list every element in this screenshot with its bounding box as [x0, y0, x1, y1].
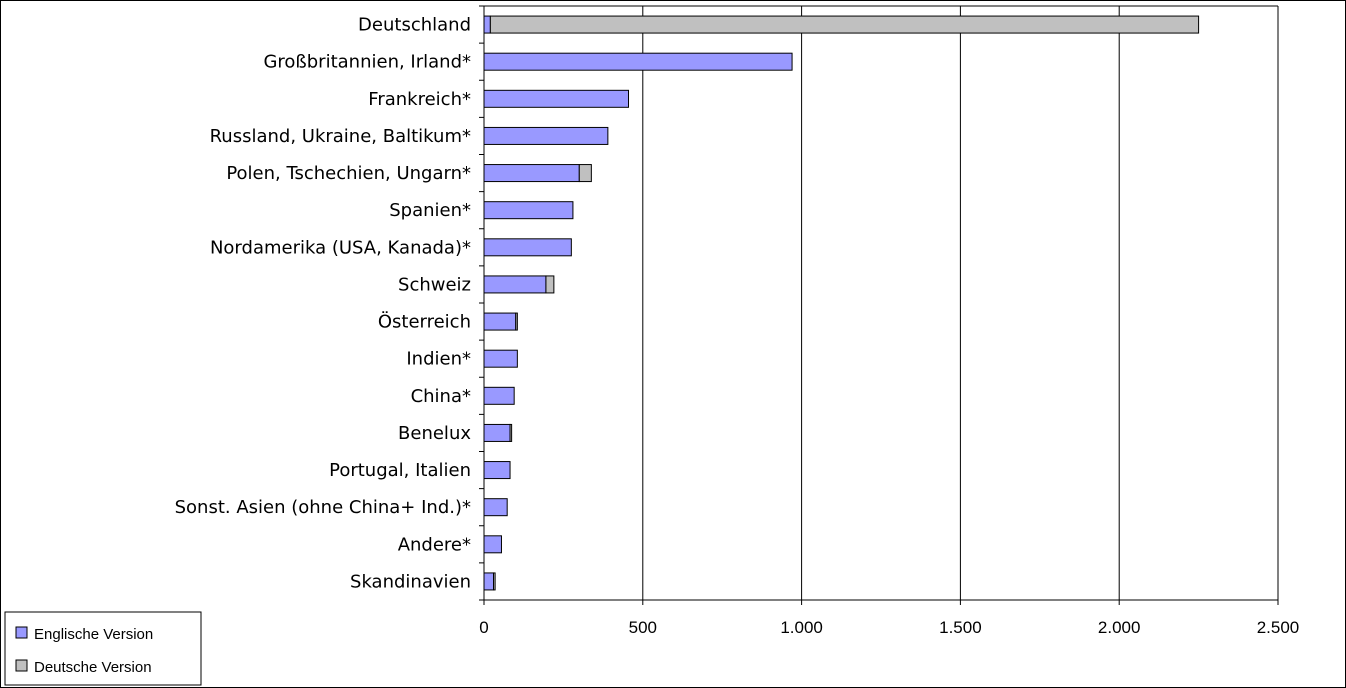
bar-englische: [483, 461, 511, 480]
bar-englische: [483, 164, 580, 183]
bar-deutsche: [509, 423, 513, 442]
legend: Englische Version Deutsche Version: [4, 611, 202, 686]
x-tick-label: 500: [629, 618, 657, 637]
category-label: Spanien*: [389, 200, 471, 221]
bar-englische: [483, 423, 511, 442]
category-label: Schweiz: [398, 274, 471, 295]
category-label: Portugal, Italien: [329, 460, 471, 481]
x-tick-label: 1.000: [780, 618, 823, 637]
bar-deutsche: [515, 312, 518, 331]
x-tick-label: 2.000: [1098, 618, 1141, 637]
bars: [483, 15, 1200, 591]
legend-swatch-deutsche: [15, 659, 28, 672]
bar-englische: [483, 201, 574, 220]
bar-englische: [483, 238, 572, 257]
bar-deutsche: [545, 275, 555, 294]
bar-englische: [483, 349, 518, 368]
category-label: Österreich: [378, 311, 471, 333]
bar-deutsche: [493, 572, 496, 591]
category-label: Sonst. Asien (ohne China+ Ind.)*: [175, 497, 471, 518]
x-tick-label: 1.500: [939, 618, 982, 637]
legend-label-deutsche: Deutsche Version: [34, 659, 152, 676]
category-label: Großbritannien, Irland*: [263, 52, 471, 73]
category-label: Indien*: [406, 349, 471, 370]
bar-englische: [483, 312, 517, 331]
bar-englische: [483, 275, 547, 294]
x-tick-label: 0: [479, 618, 488, 637]
x-tick-label: 2.500: [1257, 618, 1300, 637]
bar-deutsche: [489, 15, 1200, 34]
category-label: Benelux: [398, 423, 471, 444]
bar-englische: [483, 89, 630, 108]
legend-box: [4, 611, 202, 686]
bar-englische: [483, 498, 508, 517]
category-label: Polen, Tschechien, Ungarn*: [226, 163, 471, 184]
legend-swatch-englische: [15, 626, 28, 639]
bar-englische: [483, 535, 502, 554]
bar-englische: [483, 15, 491, 34]
category-label: Deutschland: [358, 15, 471, 36]
bar-englische: [483, 572, 495, 591]
category-label: Andere*: [398, 534, 471, 555]
category-label: Nordamerika (USA, Kanada)*: [210, 237, 471, 258]
category-label: Frankreich*: [368, 89, 471, 110]
bar-deutsche: [578, 164, 592, 183]
category-label: China*: [411, 386, 471, 407]
category-label: Russland, Ukraine, Baltikum*: [210, 126, 471, 147]
bar-englische: [483, 52, 793, 71]
legend-label-englische: Englische Version: [34, 626, 153, 643]
category-label: Skandinavien: [350, 571, 471, 592]
bar-englische: [483, 386, 515, 405]
category-labels: Deutschland Großbritannien, Irland* Frankr…: [175, 15, 472, 593]
bar-englische: [483, 126, 609, 145]
x-tick-labels: 0 500 1.000 1.500 2.000 2.500: [479, 618, 1299, 637]
